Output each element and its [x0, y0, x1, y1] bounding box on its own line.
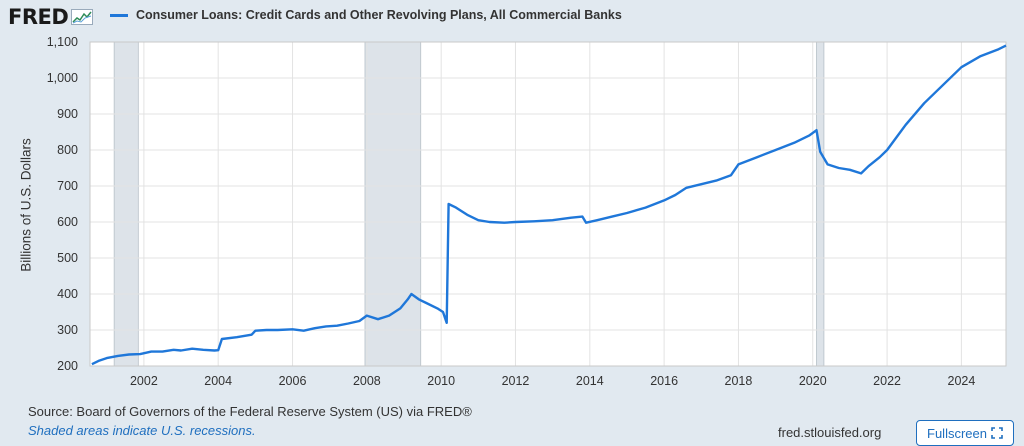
x-tick-label: 2010 [427, 374, 455, 388]
fullscreen-icon [991, 427, 1003, 439]
chart-header: FRED Consumer Loans: Credit Cards and Ot… [0, 0, 1024, 34]
x-tick-label: 2022 [873, 374, 901, 388]
y-tick-label: 900 [57, 107, 78, 121]
y-tick-label: 700 [57, 179, 78, 193]
x-tick-label: 2006 [279, 374, 307, 388]
y-tick-label: 1,000 [47, 71, 78, 85]
x-tick-label: 2016 [650, 374, 678, 388]
y-tick-label: 600 [57, 215, 78, 229]
recession-note: Shaded areas indicate U.S. recessions. [28, 423, 256, 438]
y-tick-label: 1,100 [47, 35, 78, 49]
y-tick-label: 400 [57, 287, 78, 301]
y-tick-label: 500 [57, 251, 78, 265]
fullscreen-button[interactable]: Fullscreen [916, 420, 1014, 446]
x-tick-label: 2002 [130, 374, 158, 388]
x-tick-label: 2008 [353, 374, 381, 388]
fullscreen-label: Fullscreen [927, 425, 987, 441]
x-tick-label: 2020 [799, 374, 827, 388]
legend-label: Consumer Loans: Credit Cards and Other R… [136, 8, 622, 22]
plot-area [90, 42, 1006, 366]
logo-text: FRED [8, 5, 69, 29]
x-tick-label: 2018 [725, 374, 753, 388]
x-tick-label: 2014 [576, 374, 604, 388]
y-tick-label: 200 [57, 359, 78, 373]
x-tick-label: 2012 [502, 374, 530, 388]
recession-band [816, 41, 825, 367]
x-tick-label: 2004 [204, 374, 232, 388]
series-line [91, 44, 1007, 366]
legend-swatch [110, 13, 128, 17]
chart-legend: Consumer Loans: Credit Cards and Other R… [110, 8, 622, 22]
fred-url[interactable]: fred.stlouisfed.org [778, 425, 882, 440]
y-tick-label: 800 [57, 143, 78, 157]
logo-graph-icon [71, 9, 94, 25]
fred-logo[interactable]: FRED [8, 5, 94, 29]
source-text: Source: Board of Governors of the Federa… [28, 404, 472, 419]
recession-band [113, 41, 139, 367]
line-chart: 200 300 400 500 600 700 800 900 1,000 1,100 2002 20… [47, 35, 1007, 388]
y-tick-label: 300 [57, 323, 78, 337]
x-tick-label: 2024 [948, 374, 976, 388]
plot-border [89, 41, 1007, 367]
